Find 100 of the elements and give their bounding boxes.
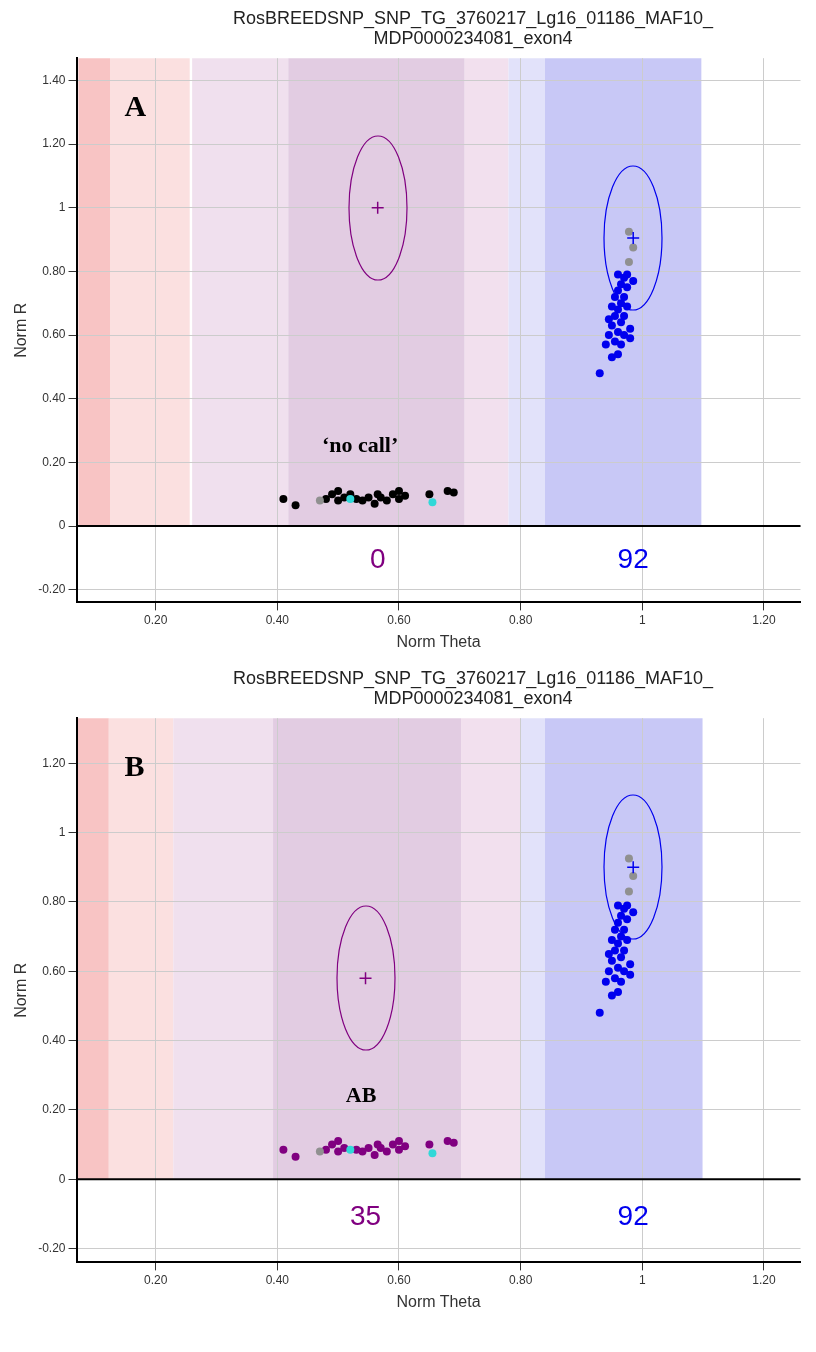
- point: [346, 1145, 355, 1154]
- point: [607, 956, 616, 965]
- x-tick-label: 0.40: [265, 1272, 290, 1287]
- point: [626, 324, 635, 333]
- point: [394, 1145, 403, 1154]
- point: [613, 901, 622, 910]
- point: [394, 1137, 403, 1146]
- annotation: AB: [345, 1081, 377, 1107]
- point: [626, 960, 635, 969]
- point: [595, 369, 604, 378]
- point: [626, 231, 640, 245]
- point: [626, 860, 640, 874]
- point: [401, 1142, 410, 1151]
- y-tick-label: 0.80: [42, 894, 66, 909]
- x-tick-label: 1.20: [752, 1272, 776, 1287]
- point: [315, 496, 324, 505]
- point: [279, 1145, 288, 1154]
- point: [604, 331, 613, 340]
- point: [620, 292, 629, 301]
- point: [610, 946, 619, 955]
- point: [613, 270, 622, 279]
- point: [620, 967, 629, 976]
- point: [328, 490, 337, 499]
- point: [279, 494, 288, 503]
- point: [607, 936, 616, 945]
- point: [382, 496, 391, 505]
- point: [388, 490, 397, 499]
- point: [610, 337, 619, 346]
- chart-title: RosBREEDSNP_SNP_TG_3760217_Lg16_01186_MAF10_MDP0000234081_exon4: [232, 8, 715, 48]
- point: [610, 925, 619, 934]
- point: [370, 201, 385, 215]
- y-tick-label: 1: [58, 824, 66, 839]
- point: [620, 311, 629, 320]
- point: [613, 286, 622, 295]
- y-tick-label: 0.20: [42, 454, 66, 469]
- point: [346, 494, 355, 503]
- point: [604, 949, 613, 958]
- point: [428, 498, 437, 507]
- point: [334, 1137, 343, 1146]
- point: [388, 1140, 397, 1149]
- point: [613, 963, 622, 972]
- point: [334, 1147, 343, 1156]
- point: [607, 321, 616, 330]
- x-tick-label: 0.40: [265, 612, 290, 627]
- y-tick-label: 0.60: [42, 963, 66, 978]
- x-tick-label: 0.20: [143, 612, 168, 627]
- y-tick-label: 1.40: [42, 72, 66, 87]
- y-tick-label: 1.20: [42, 755, 66, 770]
- annotation: 92: [617, 542, 649, 574]
- x-tick-label: 0.60: [387, 1272, 411, 1287]
- point: [315, 1147, 324, 1156]
- y-tick-label: 0.60: [42, 327, 66, 342]
- point: [449, 1138, 458, 1147]
- point: [334, 496, 343, 505]
- point: [334, 487, 343, 496]
- point: [624, 227, 633, 236]
- point: [629, 276, 638, 285]
- y-tick-label: -0.20: [38, 1240, 66, 1255]
- y-tick-label: 0.40: [42, 1032, 66, 1047]
- point: [613, 988, 622, 997]
- x-tick-label: 1.20: [752, 612, 776, 627]
- y-tick-label: 1: [58, 200, 66, 215]
- point: [617, 340, 626, 349]
- point: [425, 490, 434, 499]
- y-tick-label: 0.80: [42, 263, 66, 278]
- point: [358, 1147, 367, 1156]
- x-axis-title: Norm Theta: [396, 1292, 481, 1310]
- annotation: ‘no call’: [321, 431, 399, 457]
- point: [601, 977, 610, 986]
- point: [613, 327, 622, 336]
- point: [624, 854, 633, 863]
- point: [617, 977, 626, 986]
- point: [425, 1140, 434, 1149]
- point: [623, 283, 632, 292]
- annotation: A: [124, 88, 147, 122]
- point: [428, 1149, 437, 1158]
- x-tick-label: 0.80: [508, 1272, 533, 1287]
- annotation: 92: [617, 1199, 649, 1231]
- chart-title: RosBREEDSNP_SNP_TG_3760217_Lg16_01186_MAF10_MDP0000234081_exon4: [232, 668, 715, 708]
- y-tick-label: 1.20: [42, 136, 66, 151]
- y-tick-label: 0: [58, 1171, 66, 1186]
- point: [370, 499, 379, 508]
- point: [601, 340, 610, 349]
- y-tick-label: -0.20: [38, 581, 66, 596]
- point: [613, 939, 622, 948]
- point: [401, 491, 410, 500]
- annotation: B: [124, 748, 145, 782]
- point: [626, 970, 635, 979]
- point: [610, 974, 619, 983]
- point: [394, 487, 403, 496]
- point: [624, 257, 633, 266]
- y-axis-title: Norm R: [12, 962, 30, 1018]
- point: [364, 1144, 373, 1153]
- point: [595, 1008, 604, 1017]
- point: [607, 302, 616, 311]
- point: [604, 315, 613, 324]
- annotation: 35: [349, 1199, 382, 1231]
- point: [604, 967, 613, 976]
- y-axis-title: Norm R: [12, 302, 30, 358]
- point: [449, 488, 458, 497]
